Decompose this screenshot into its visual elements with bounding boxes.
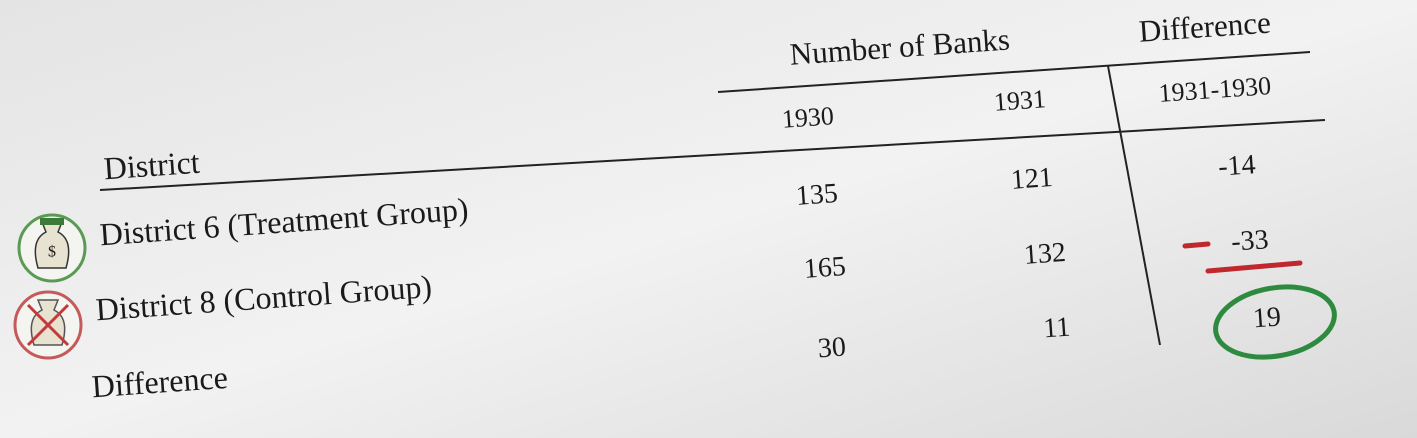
cell: -14 — [1217, 149, 1256, 183]
cell: 11 — [1042, 312, 1071, 345]
green-circle — [1213, 284, 1337, 360]
cell: 165 — [803, 251, 847, 285]
cell: 121 — [1010, 162, 1054, 196]
cell: 19 — [1252, 301, 1282, 334]
column-divider — [1107, 65, 1161, 346]
row-header: District — [102, 144, 200, 187]
treatment-icon: $ — [17, 213, 87, 283]
header-rule — [717, 51, 1311, 93]
cell: 132 — [1023, 237, 1067, 271]
column-header: 1931 — [993, 84, 1047, 117]
cell: 30 — [817, 331, 847, 364]
column-header: 1930 — [781, 101, 835, 134]
svg-text:$: $ — [48, 244, 56, 261]
red-minus — [1182, 241, 1211, 249]
cell: -33 — [1230, 224, 1269, 258]
red-underline — [1205, 260, 1303, 274]
control-icon — [13, 290, 83, 360]
cell: 135 — [795, 178, 839, 212]
